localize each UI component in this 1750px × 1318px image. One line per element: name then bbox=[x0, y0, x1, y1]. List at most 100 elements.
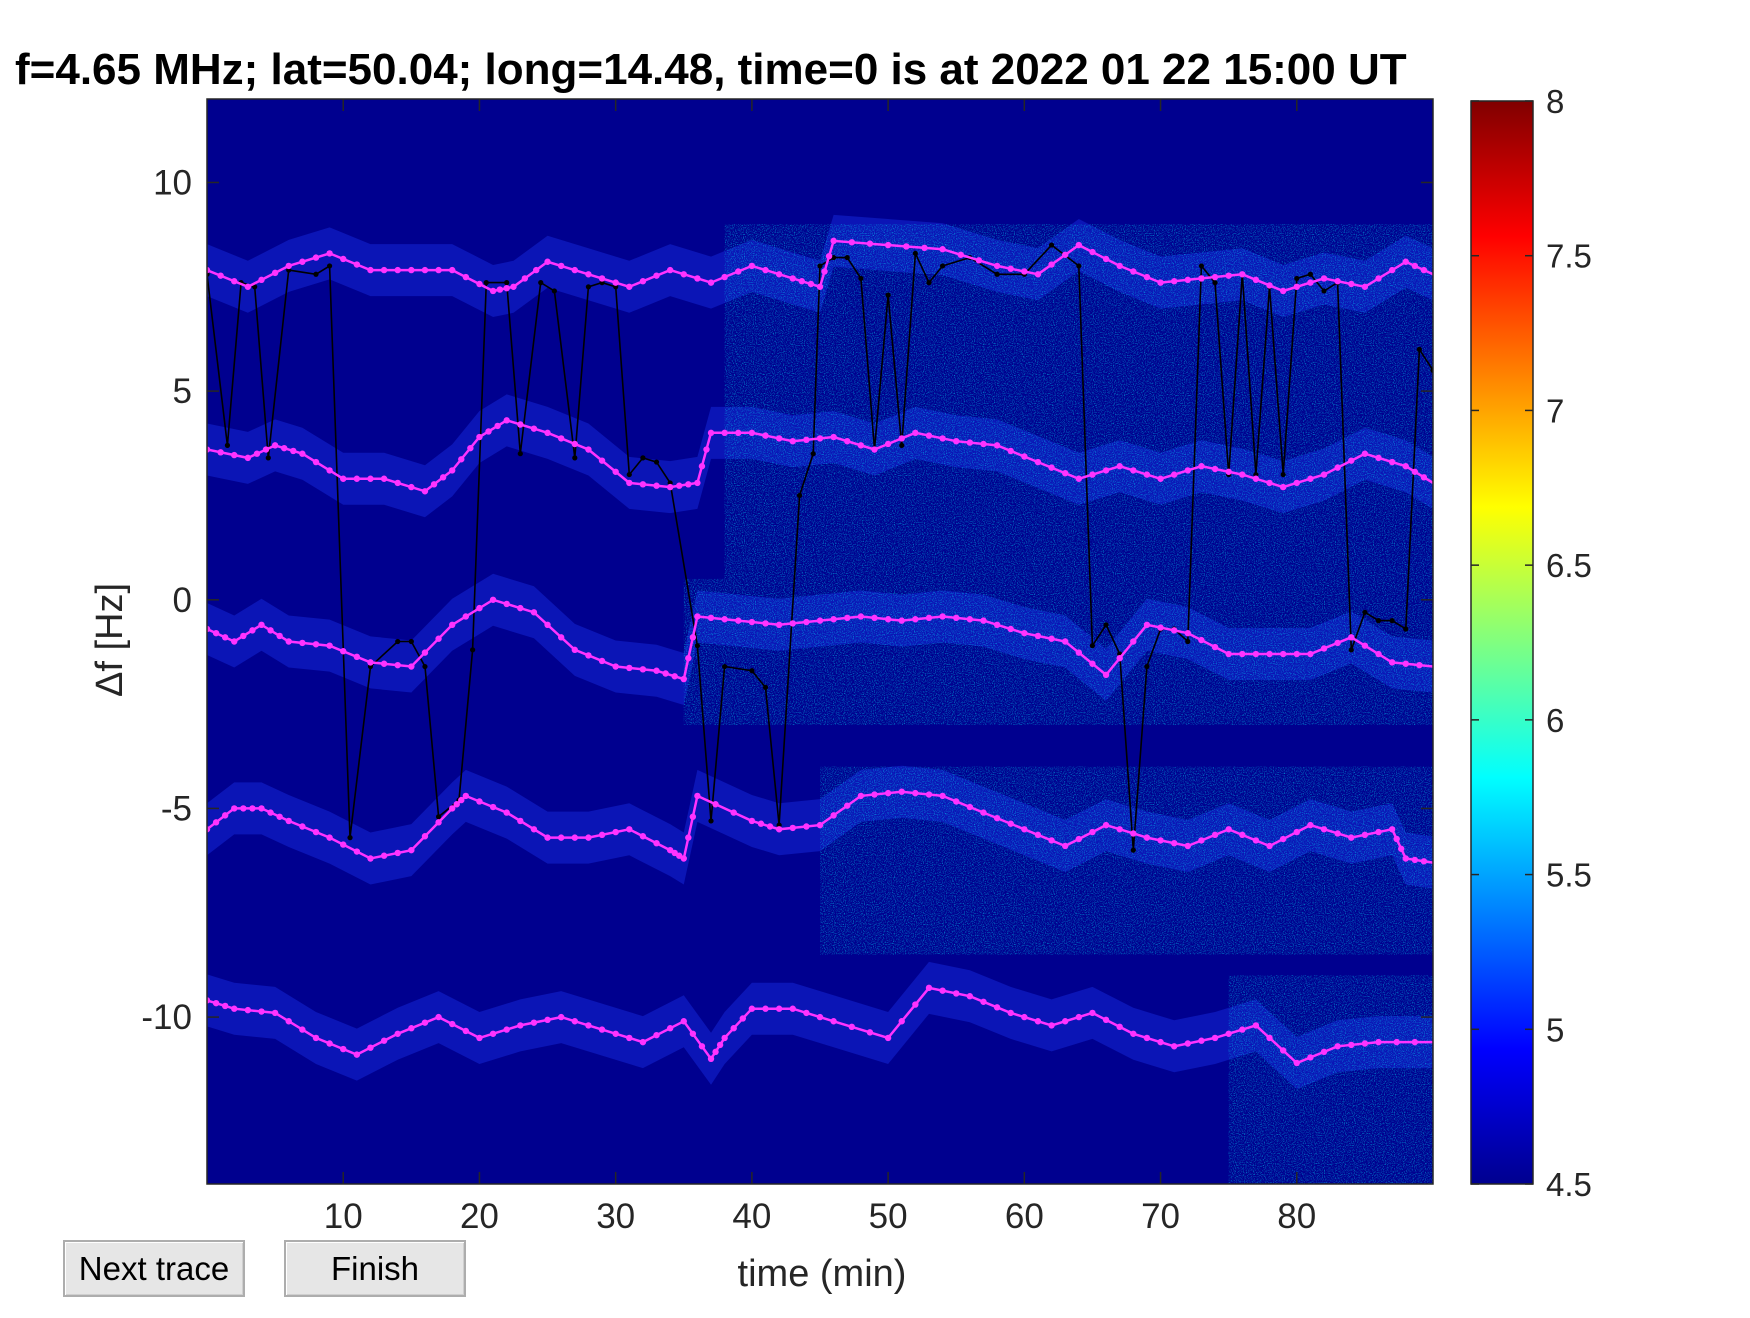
black-trace-point bbox=[708, 818, 714, 824]
magenta-trace-point bbox=[884, 789, 892, 797]
magenta-trace-point bbox=[1411, 856, 1419, 864]
magenta-trace-point bbox=[1334, 1043, 1341, 1050]
magenta-trace-point bbox=[207, 446, 211, 453]
magenta-trace-point bbox=[1089, 1009, 1096, 1017]
magenta-trace-point bbox=[353, 1051, 361, 1058]
magenta-trace-point bbox=[1361, 283, 1369, 290]
magenta-trace-point bbox=[1225, 1030, 1232, 1037]
magenta-trace-point bbox=[435, 819, 442, 826]
magenta-trace-point bbox=[1021, 826, 1028, 833]
magenta-trace-point bbox=[857, 613, 865, 620]
black-trace-point bbox=[435, 814, 442, 820]
magenta-trace-point bbox=[884, 616, 892, 623]
magenta-trace-point bbox=[394, 661, 401, 669]
magenta-trace-point bbox=[530, 609, 538, 616]
magenta-trace-point bbox=[503, 809, 510, 816]
magenta-trace-point bbox=[821, 268, 828, 275]
magenta-trace-point bbox=[1062, 251, 1069, 258]
magenta-trace-point bbox=[503, 417, 510, 424]
magenta-trace-point bbox=[921, 244, 928, 252]
magenta-trace-point bbox=[676, 482, 683, 489]
magenta-trace-point bbox=[1102, 821, 1110, 829]
magenta-trace-point bbox=[530, 826, 538, 833]
magenta-trace-point bbox=[571, 834, 578, 841]
magenta-trace-point bbox=[253, 450, 261, 457]
next-trace-button[interactable]: Next trace bbox=[63, 1240, 245, 1297]
magenta-trace-point bbox=[1252, 1022, 1260, 1029]
chart-title: f=4.65 MHz; lat=50.04; long=14.48, time=… bbox=[15, 45, 1407, 94]
black-trace-point bbox=[1307, 271, 1313, 277]
black-trace-point bbox=[551, 288, 557, 294]
magenta-trace-point bbox=[1143, 1034, 1151, 1042]
magenta-trace-point bbox=[544, 429, 551, 437]
black-trace-point bbox=[252, 284, 258, 290]
magenta-trace-point bbox=[1130, 1030, 1137, 1037]
echo-band-1 bbox=[207, 391, 1433, 579]
magenta-trace-point bbox=[476, 604, 483, 612]
magenta-trace-point bbox=[680, 675, 687, 683]
magenta-trace-point bbox=[707, 614, 715, 622]
echo-band-scatter bbox=[683, 578, 1433, 725]
magenta-trace-point bbox=[1252, 475, 1260, 482]
magenta-trace-point bbox=[816, 283, 824, 290]
magenta-trace-point bbox=[939, 987, 946, 994]
colorbar-gradient bbox=[1471, 101, 1533, 1184]
magenta-trace-point bbox=[1348, 634, 1355, 641]
magenta-trace-point bbox=[276, 813, 283, 820]
magenta-trace-point bbox=[489, 1030, 497, 1037]
black-trace-point bbox=[327, 263, 333, 269]
magenta-trace-point bbox=[748, 817, 756, 825]
magenta-trace-point bbox=[1239, 471, 1246, 478]
black-trace-point bbox=[1389, 618, 1395, 624]
magenta-trace-point bbox=[757, 820, 765, 827]
magenta-trace-point bbox=[803, 618, 810, 626]
magenta-trace-point bbox=[340, 475, 347, 482]
magenta-trace-point bbox=[680, 1018, 687, 1025]
x-tick-label: 50 bbox=[869, 1197, 908, 1236]
magenta-trace-point bbox=[871, 446, 878, 453]
magenta-trace-point bbox=[912, 429, 919, 437]
magenta-trace-point bbox=[394, 479, 401, 487]
magenta-trace-point bbox=[957, 251, 964, 258]
magenta-trace-point bbox=[844, 437, 851, 445]
magenta-trace-point bbox=[1034, 271, 1042, 278]
magenta-trace-point bbox=[707, 279, 715, 286]
colorbar-tick-label: 5 bbox=[1546, 1011, 1564, 1048]
spectrogram-echo-bands bbox=[207, 214, 1433, 1184]
magenta-trace-point bbox=[489, 287, 497, 295]
magenta-trace-point bbox=[1184, 1040, 1192, 1047]
magenta-trace-point bbox=[612, 828, 619, 836]
magenta-trace-point bbox=[1375, 650, 1382, 658]
magenta-trace-point bbox=[489, 596, 497, 603]
magenta-trace-point bbox=[207, 997, 211, 1004]
magenta-trace-point bbox=[1143, 834, 1151, 841]
magenta-trace-point bbox=[844, 614, 851, 622]
magenta-trace-point bbox=[421, 488, 429, 495]
magenta-trace-point bbox=[884, 241, 892, 249]
finish-button[interactable]: Finish bbox=[284, 1240, 466, 1297]
magenta-trace-point bbox=[612, 279, 619, 286]
magenta-trace-point bbox=[1361, 450, 1369, 457]
magenta-trace-point bbox=[1307, 650, 1314, 658]
y-tick-label: 10 bbox=[153, 163, 192, 202]
colorbar-tick-label: 6 bbox=[1546, 702, 1564, 739]
black-trace-point bbox=[1089, 643, 1096, 649]
x-tick-label: 40 bbox=[732, 1197, 771, 1236]
black-trace-point bbox=[408, 638, 414, 645]
magenta-trace-point bbox=[1393, 835, 1400, 843]
magenta-trace-point bbox=[1375, 828, 1382, 836]
magenta-trace-point bbox=[662, 670, 669, 677]
magenta-trace-point bbox=[721, 1034, 728, 1042]
magenta-trace-point bbox=[240, 805, 247, 812]
magenta-trace-point bbox=[598, 1026, 606, 1033]
magenta-trace-point bbox=[367, 266, 374, 274]
black-trace-point bbox=[1348, 647, 1354, 653]
magenta-trace-point bbox=[735, 268, 742, 275]
magenta-trace-point bbox=[694, 275, 701, 282]
magenta-trace-point bbox=[1266, 842, 1273, 850]
magenta-trace-point bbox=[1021, 453, 1028, 460]
magenta-trace-point bbox=[449, 805, 456, 812]
magenta-trace-point bbox=[585, 446, 592, 453]
magenta-trace-line-0 bbox=[207, 239, 1433, 293]
magenta-trace-point bbox=[449, 1020, 456, 1028]
